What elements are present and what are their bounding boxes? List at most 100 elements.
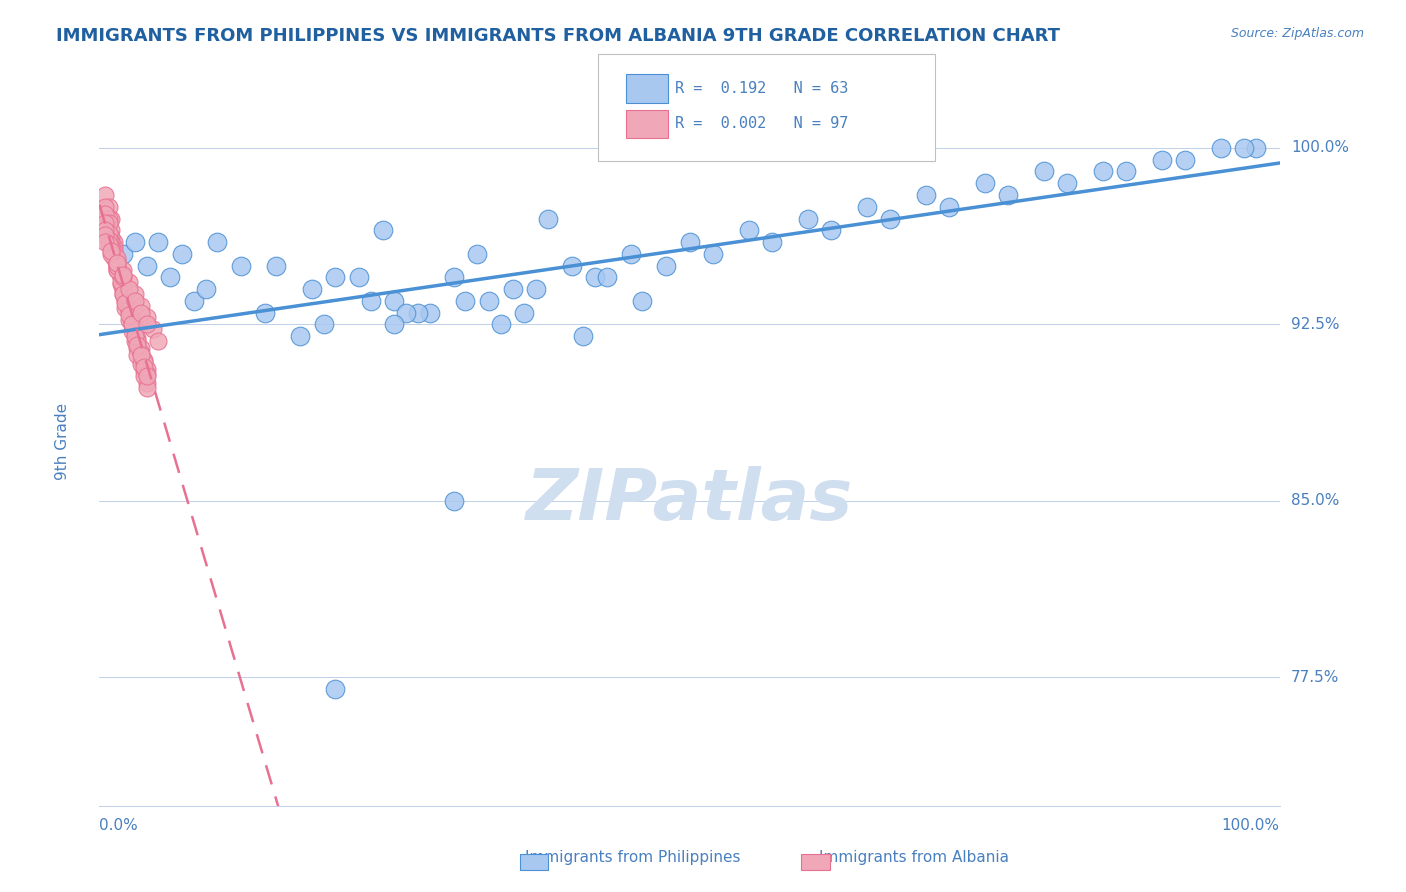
Point (1209, 141, 1232, 155)
Point (110, 266, 132, 280)
Point (112, 263, 135, 277)
Point (135, 362, 157, 376)
Point (112, 282, 135, 296)
Point (229, 259, 252, 273)
Point (478, 293, 501, 308)
Point (572, 329, 595, 343)
Point (325, 681, 347, 696)
Point (134, 364, 156, 378)
Point (678, 235, 700, 249)
Point (820, 223, 842, 237)
Point (148, 235, 170, 249)
Point (118, 275, 141, 289)
Point (127, 338, 149, 352)
Point (129, 348, 152, 362)
Point (129, 305, 152, 319)
Point (105, 253, 128, 268)
Point (938, 200, 960, 214)
Point (124, 334, 146, 348)
Point (100, 247, 122, 261)
Point (253, 305, 276, 319)
Point (1032, 164, 1054, 178)
Point (100, 235, 122, 249)
Point (97, 237, 120, 252)
Point (129, 352, 152, 367)
Point (103, 252, 125, 266)
Point (100, 242, 122, 256)
Point (103, 244, 125, 259)
Point (583, 270, 606, 285)
Point (103, 235, 125, 249)
Point (94, 188, 117, 202)
Text: 0.0%: 0.0% (100, 818, 138, 833)
Point (127, 348, 149, 362)
Point (100, 240, 122, 254)
Point (129, 341, 152, 355)
Point (94, 207, 117, 221)
Point (121, 318, 143, 332)
Point (124, 329, 146, 343)
Point (124, 293, 146, 308)
Point (207, 235, 229, 249)
Text: Source: ZipAtlas.com: Source: ZipAtlas.com (1230, 27, 1364, 40)
Point (855, 200, 877, 214)
Point (135, 310, 157, 325)
Point (97, 216, 120, 230)
Point (97, 226, 120, 240)
Text: IMMIGRANTS FROM PHILIPPINES VS IMMIGRANTS FROM ALBANIA 9TH GRADE CORRELATION CHA: IMMIGRANTS FROM PHILIPPINES VS IMMIGRANT… (56, 27, 1060, 45)
Point (159, 270, 181, 285)
Point (796, 211, 818, 226)
Point (371, 223, 394, 237)
Point (761, 235, 783, 249)
Point (118, 303, 141, 318)
Point (135, 367, 157, 381)
Point (406, 305, 429, 319)
Point (121, 318, 143, 332)
Point (1091, 164, 1114, 178)
Point (112, 286, 135, 301)
Text: R =  0.192   N = 63: R = 0.192 N = 63 (675, 81, 848, 95)
Point (465, 247, 488, 261)
Point (1174, 153, 1197, 167)
Point (312, 318, 335, 332)
Text: 77.5%: 77.5% (1291, 670, 1339, 684)
Point (134, 359, 156, 374)
Point (114, 292, 136, 306)
Point (110, 275, 132, 289)
Point (105, 259, 128, 273)
Point (112, 282, 135, 296)
Point (619, 247, 641, 261)
Point (419, 305, 441, 319)
Point (112, 286, 135, 301)
Point (105, 263, 128, 277)
Point (112, 277, 135, 292)
Point (360, 293, 382, 308)
Point (560, 259, 582, 273)
Point (105, 259, 128, 273)
Point (879, 211, 901, 226)
Point (121, 324, 143, 338)
Point (997, 188, 1019, 202)
Point (631, 293, 654, 308)
Point (112, 270, 135, 285)
Point (127, 341, 149, 355)
Point (124, 286, 146, 301)
Point (118, 308, 141, 322)
Point (110, 270, 132, 285)
Point (124, 324, 146, 338)
Point (100, 230, 122, 244)
Point (1115, 164, 1137, 178)
Point (1150, 153, 1173, 167)
Point (112, 268, 135, 282)
Point (103, 247, 125, 261)
Point (325, 270, 347, 285)
Point (395, 305, 418, 319)
Text: ZIPatlas: ZIPatlas (526, 466, 853, 534)
Point (105, 252, 128, 266)
Point (1056, 176, 1078, 190)
Point (94, 235, 117, 249)
Point (105, 256, 128, 270)
Point (114, 296, 136, 310)
Point (129, 357, 152, 371)
Text: 100.0%: 100.0% (1222, 818, 1279, 833)
